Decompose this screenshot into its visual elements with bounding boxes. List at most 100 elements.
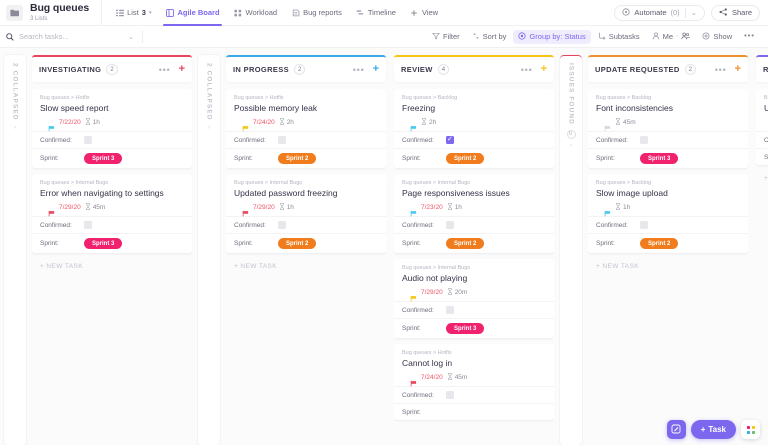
column-header[interactable]: UPDATE REQUESTED 2 ••• + <box>588 55 748 82</box>
time-estimate[interactable]: 45m <box>615 118 636 127</box>
task-card[interactable]: Bug queues > Backlog Font inconsistencies… <box>588 89 748 168</box>
task-card[interactable]: Bug queues > Internal Bugs Page responsiv… <box>394 174 554 253</box>
tab-agile-board[interactable]: Agile Board <box>158 0 226 26</box>
quick-create-button[interactable] <box>666 420 686 439</box>
sprint-tag[interactable]: Sprint 2 <box>446 238 485 249</box>
priority-flag-icon[interactable] <box>410 289 417 302</box>
column-header[interactable]: IN PROGRESS 2 ••• + <box>226 55 386 82</box>
card-due-date[interactable]: 7/29/20 <box>59 204 81 211</box>
apps-button[interactable] <box>741 420 760 439</box>
priority-flag-icon[interactable] <box>48 119 55 132</box>
tab-timeline[interactable]: Timeline <box>349 0 403 26</box>
confirmed-checkbox[interactable] <box>278 221 286 229</box>
confirmed-checkbox[interactable] <box>446 391 454 399</box>
priority-flag-icon[interactable] <box>410 374 417 387</box>
task-card[interactable]: Bug queues > Hotfix Slow speed report 7/22… <box>32 89 192 168</box>
sprint-tag[interactable]: Sprint 3 <box>84 238 123 249</box>
column-header[interactable]: READY•••+ <box>756 55 768 82</box>
chevron-right-icon[interactable]: › <box>208 124 210 131</box>
project-title-block[interactable]: Bug queues 3 Lists <box>30 2 89 23</box>
card-due-date[interactable]: 7/24/20 <box>253 119 275 126</box>
time-estimate[interactable]: 45m <box>85 203 105 212</box>
search-input[interactable] <box>19 32 111 41</box>
priority-flag-icon[interactable] <box>410 119 417 132</box>
column-header[interactable]: INVESTIGATING 2 ••• + <box>32 55 192 82</box>
column-add-icon[interactable]: + <box>540 63 547 75</box>
card-due-date[interactable]: 7/29/20 <box>421 289 443 296</box>
column-more-icon[interactable]: ••• <box>352 64 365 75</box>
sprint-tag[interactable]: Sprint 3 <box>446 323 485 334</box>
time-estimate[interactable]: 1h <box>615 203 630 212</box>
confirmed-checkbox[interactable] <box>640 221 648 229</box>
confirmed-checkbox[interactable] <box>84 136 92 144</box>
chevron-right-icon[interactable]: › <box>570 142 572 149</box>
sprint-tag[interactable]: Sprint 2 <box>278 238 317 249</box>
assignee-me-button[interactable]: Me - <box>647 30 696 44</box>
time-estimate[interactable]: 2h <box>279 118 294 127</box>
sprint-tag[interactable]: Sprint 2 <box>446 153 485 164</box>
collapsed-column[interactable]: 2 COLLAPSED › <box>4 55 26 445</box>
confirmed-checkbox[interactable] <box>84 221 92 229</box>
subtasks-button[interactable]: Subtasks <box>593 30 645 44</box>
search-container[interactable]: ⌄ <box>6 28 134 46</box>
priority-flag-icon[interactable] <box>242 119 249 132</box>
column-more-icon[interactable]: ••• <box>158 64 171 75</box>
sprint-tag[interactable]: Sprint 2 <box>640 238 679 249</box>
filter-button[interactable]: Filter <box>427 30 465 44</box>
chevron-right-icon[interactable]: › <box>14 124 16 131</box>
tab-workload[interactable]: Workload <box>227 0 285 26</box>
confirmed-checkbox[interactable] <box>446 306 454 314</box>
tab-add-view[interactable]: View <box>403 0 445 26</box>
priority-flag-icon[interactable] <box>604 119 611 132</box>
column-add-icon[interactable]: + <box>178 63 185 75</box>
task-card[interactable]: Bug queues > Backlog Freezing 2h Confirmed:… <box>394 89 554 168</box>
confirmed-checkbox[interactable] <box>278 136 286 144</box>
confirmed-checkbox[interactable] <box>446 221 454 229</box>
people-icon[interactable] <box>681 32 691 42</box>
collapsed-column[interactable]: 2 COLLAPSED › <box>198 55 220 445</box>
task-card[interactable]: Bug queues Usernam 3h Confirmed Sprint: <box>756 89 768 165</box>
time-estimate[interactable]: 1h <box>447 203 462 212</box>
chevron-down-icon[interactable]: ▾ <box>148 9 152 16</box>
card-due-date[interactable]: 7/29/20 <box>253 204 275 211</box>
priority-flag-icon[interactable] <box>48 204 55 217</box>
chevron-down-icon[interactable]: ⌄ <box>128 33 134 41</box>
tab-list[interactable]: List 3 ▾ <box>108 0 158 26</box>
column-more-icon[interactable]: ••• <box>714 64 727 75</box>
time-estimate[interactable]: 2h <box>421 118 436 127</box>
sprint-tag[interactable]: Sprint 2 <box>278 153 317 164</box>
column-more-icon[interactable]: ••• <box>520 64 533 75</box>
card-due-date[interactable]: 7/23/20 <box>421 204 443 211</box>
sort-by-button[interactable]: Sort by <box>467 30 512 44</box>
priority-flag-icon[interactable] <box>242 204 249 217</box>
column-header[interactable]: REVIEW 4 ••• + <box>394 55 554 82</box>
add-new-task[interactable]: + NEW TASK <box>234 263 277 270</box>
confirmed-checkbox[interactable] <box>446 135 454 144</box>
chevron-down-icon[interactable]: ⌄ <box>690 8 697 17</box>
task-card[interactable]: Bug queues > Internal Bugs Error when nav… <box>32 174 192 253</box>
add-new-task[interactable]: + NEW TASK <box>596 263 639 270</box>
task-card[interactable]: Bug queues > Hotfix Possible memory leak 7… <box>226 89 386 168</box>
more-options-button[interactable]: ••• <box>739 29 760 45</box>
time-estimate[interactable]: 45m <box>447 373 467 382</box>
add-new-task[interactable]: + NEW TASK <box>40 263 83 270</box>
add-new-task[interactable]: + NEW TASK <box>764 175 768 182</box>
task-card[interactable]: Bug queues > Internal Bugs Updated passwo… <box>226 174 386 253</box>
task-card[interactable]: Bug queues > Hotfix Cannot log in 7/24/20 4… <box>394 344 554 420</box>
time-estimate[interactable]: 20m <box>447 288 467 297</box>
time-estimate[interactable]: 1h <box>279 203 294 212</box>
time-estimate[interactable]: 1h <box>85 118 100 127</box>
card-due-date[interactable]: 7/22/20 <box>59 119 81 126</box>
sprint-tag[interactable]: Sprint 3 <box>640 153 679 164</box>
confirmed-checkbox[interactable] <box>640 136 648 144</box>
collapsed-column[interactable]: ISSUES FOUND 0 › <box>560 55 582 445</box>
automate-button[interactable]: Automate (0) ⌄ <box>614 4 705 21</box>
card-due-date[interactable]: 7/24/20 <box>421 374 443 381</box>
column-add-icon[interactable]: + <box>372 63 379 75</box>
task-card[interactable]: Bug queues > Backlog Slow image upload 1h C… <box>588 174 748 253</box>
task-card[interactable]: Bug queues > Internal Bugs Audio not play… <box>394 259 554 338</box>
tab-bug-reports[interactable]: Bug reports <box>284 0 349 26</box>
priority-flag-icon[interactable] <box>410 204 417 217</box>
sprint-tag[interactable]: Sprint 3 <box>84 153 123 164</box>
share-button[interactable]: Share <box>710 4 760 21</box>
